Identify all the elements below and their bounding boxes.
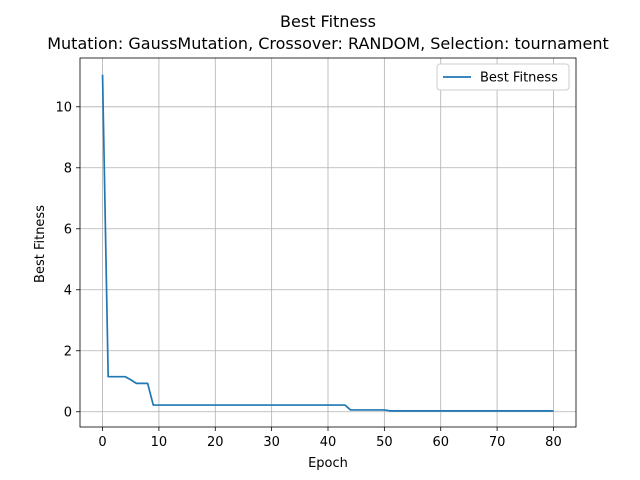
- x-tick-label: 70: [489, 435, 506, 450]
- x-tick-label: 80: [545, 435, 562, 450]
- chart-subtitle: Mutation: GaussMutation, Crossover: RAND…: [47, 34, 609, 53]
- y-tick-label: 4: [64, 283, 72, 298]
- y-axis-label: Best Fitness: [33, 205, 48, 283]
- x-tick-label: 40: [320, 435, 337, 450]
- legend-box: [436, 63, 570, 91]
- axis-ticks: 0 10 20 30 40 50 60 70 80 0 2 4 6 8 10: [55, 100, 561, 450]
- x-tick-label: 30: [263, 435, 280, 450]
- y-tick-label: 8: [64, 161, 72, 176]
- x-tick-label: 0: [98, 435, 106, 450]
- legend: Best Fitness: [436, 63, 570, 91]
- x-tick-label: 50: [376, 435, 393, 450]
- y-tick-label: 6: [64, 222, 72, 237]
- legend-label: Best Fitness: [480, 71, 558, 86]
- y-tick-label: 2: [64, 344, 72, 359]
- y-tick-label: 10: [55, 100, 72, 115]
- y-tick-label: 0: [64, 405, 72, 420]
- grid: [80, 58, 576, 427]
- series-layer: [101, 74, 554, 412]
- x-tick-label: 20: [207, 435, 224, 450]
- series-line-best-fitness: [101, 74, 554, 412]
- x-tick-label: 10: [151, 435, 168, 450]
- x-tick-label: 60: [432, 435, 449, 450]
- x-axis-label: Epoch: [308, 456, 348, 471]
- chart-title: Best Fitness: [280, 12, 376, 31]
